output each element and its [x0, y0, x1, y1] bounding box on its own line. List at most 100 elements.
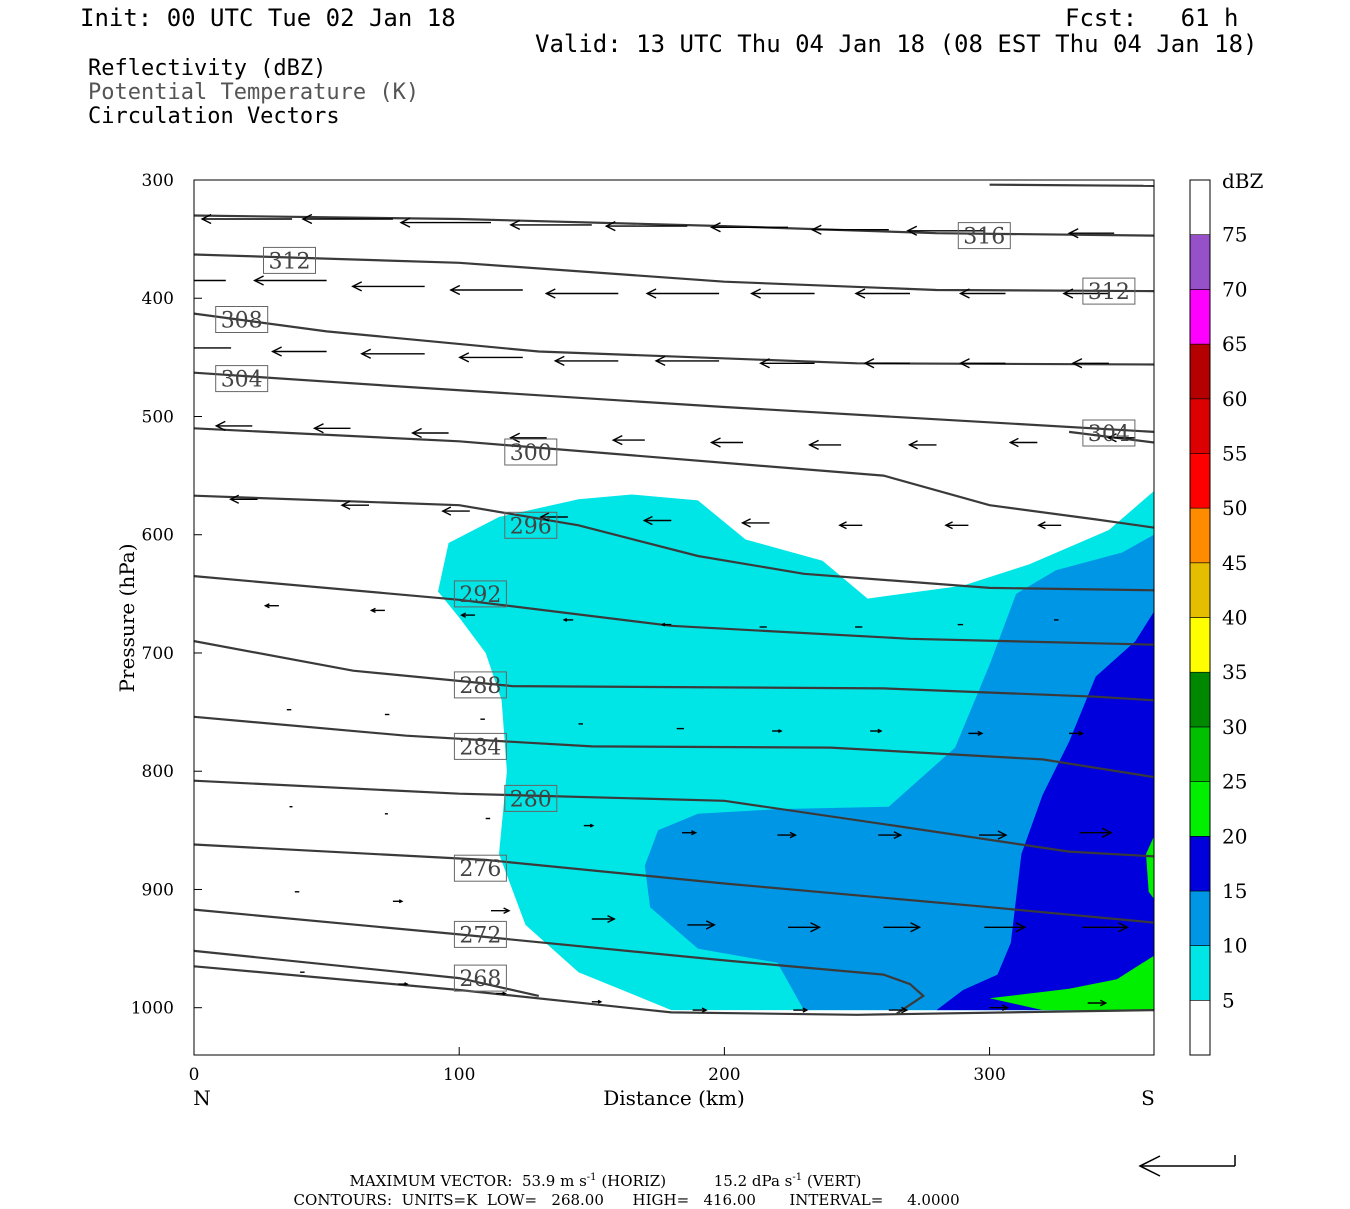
circulation-vector-6 [709, 222, 788, 233]
circulation-vector-39 [1106, 433, 1136, 443]
horiz-tag: (HORIZ) [601, 1172, 667, 1190]
colorbar-label-50: 50 [1222, 496, 1247, 520]
y-tick-700: 700 [142, 644, 202, 664]
theta-contour-304-4 [194, 371, 1154, 433]
colorbar-unit: dBZ [1222, 169, 1264, 193]
theta-label-268-14: 268 [453, 964, 507, 992]
colorbar-label-35: 35 [1222, 660, 1247, 684]
field-reflectivity: Reflectivity (dBZ) [88, 56, 327, 81]
x-tick-100: 100 [443, 1047, 475, 1085]
theta-contour-284-10 [194, 715, 1154, 779]
circulation-vector-78 [491, 907, 511, 915]
theta-label-272-13: 272 [453, 920, 507, 948]
theta-label-304-5: 304 [1082, 419, 1136, 447]
svg-text:800: 800 [142, 762, 174, 782]
theta-contour-316-0 [194, 214, 1154, 237]
colorbar-label-20: 20 [1222, 824, 1247, 848]
y-tick-500: 500 [142, 407, 202, 427]
circulation-vector-1 [200, 213, 293, 225]
circulation-vector-4 [509, 219, 592, 231]
forecast-hour: Fcst: 61 h [1065, 4, 1239, 32]
y-tick-600: 600 [142, 526, 202, 546]
y-tick-800: 800 [142, 762, 202, 782]
circulation-vector-64 [870, 728, 883, 734]
contour-low: LOW= 268.00 [486, 1191, 604, 1209]
circulation-vector-21 [271, 346, 327, 357]
circulation-vector-34 [611, 434, 645, 446]
y-tick-400: 400 [142, 289, 202, 309]
theta-label-276-12: 276 [453, 854, 507, 882]
vert-value: 15.2 dPa s [713, 1172, 793, 1190]
horiz-value: 53.9 m s [521, 1172, 587, 1190]
svg-text:100: 100 [443, 1065, 475, 1085]
circulation-vector-24 [553, 355, 619, 367]
colorbar-segment-15 [1189, 179, 1211, 236]
colorbar-segment-2 [1189, 890, 1211, 946]
field-theta: Potential Temperature (K) [88, 80, 420, 105]
colorbar-segment-6 [1189, 671, 1211, 728]
colorbar-label-45: 45 [1222, 551, 1247, 575]
field-vectors: Circulation Vectors [88, 104, 340, 129]
svg-text:280: 280 [510, 787, 552, 812]
circulation-vector-32 [411, 427, 449, 439]
circulation-vector-33 [509, 432, 547, 443]
circulation-vector-18 [958, 288, 1006, 299]
theta-contour-276-12 [194, 843, 1154, 924]
circulation-vector-72 [777, 831, 797, 839]
y-tick-900: 900 [142, 880, 202, 900]
colorbar-segment-8 [1189, 562, 1211, 618]
circulation-vector-92 [989, 1004, 1010, 1012]
svg-text:500: 500 [142, 407, 174, 427]
colorbar-label-5: 5 [1222, 988, 1235, 1012]
plot-frame [193, 179, 1155, 1056]
circulation-vector-89 [692, 1007, 708, 1013]
theta-label-308-3: 308 [215, 306, 269, 334]
circulation-vector-30 [214, 420, 253, 432]
circulation-vector-44 [642, 515, 672, 526]
circulation-vector-79 [591, 914, 616, 924]
circulation-vector-86 [398, 982, 409, 987]
circulation-vector-90 [793, 1007, 809, 1013]
circulation-vector-73 [878, 831, 903, 840]
circulation-vector-52 [562, 617, 574, 622]
circulation-vector-22 [360, 348, 425, 359]
colorbar-segment-7 [1189, 617, 1211, 673]
circulation-vector-23 [458, 352, 523, 363]
theta-label-288-9: 288 [453, 671, 507, 699]
circulation-vector-84 [1082, 922, 1129, 933]
svg-text:292: 292 [459, 583, 501, 608]
contour-units: UNITS=K [401, 1191, 478, 1209]
svg-text:300: 300 [510, 441, 552, 466]
svg-text:200: 200 [708, 1065, 740, 1085]
colorbar-label-60: 60 [1222, 387, 1247, 411]
y-tick-300: 300 [142, 171, 202, 191]
circulation-vector-43 [539, 512, 568, 522]
svg-text:312: 312 [1088, 280, 1130, 305]
circulation-vector-49 [263, 603, 279, 609]
colorbar-segment-12 [1189, 343, 1211, 400]
circulation-vector-80 [687, 920, 716, 930]
circulation-vector-8 [906, 225, 985, 236]
contours-line: CONTOURS: UNITS=K LOW= 268.00 HIGH= 416.… [284, 1178, 960, 1208]
theta-contour-264-15 [194, 965, 1154, 1016]
theta-contour-292-8 [194, 575, 1154, 646]
colorbar-segment-10 [1189, 453, 1211, 509]
x-end-label-right: S [1141, 1086, 1155, 1110]
circulation-vector-28 [958, 358, 1006, 369]
colorbar-label-70: 70 [1222, 277, 1247, 301]
colorbar-segment-5 [1189, 726, 1211, 782]
circulation-vector-27 [863, 358, 910, 369]
colorbar-label-10: 10 [1222, 934, 1247, 958]
theta-contour-300-6 [194, 427, 1154, 529]
svg-text:296: 296 [510, 514, 552, 539]
circulation-vector-65 [968, 730, 984, 737]
reference-vector-icon [1138, 1155, 1236, 1177]
colorbar-label-15: 15 [1222, 879, 1247, 903]
colorbar-segment-0 [1189, 999, 1211, 1056]
colorbar-segment-3 [1189, 835, 1211, 892]
reflectivity-region-20-4 [1146, 836, 1154, 899]
theta-contour-268-14 [194, 949, 540, 997]
svg-text:268: 268 [459, 967, 501, 992]
theta-contour-296-7 [194, 494, 1154, 592]
